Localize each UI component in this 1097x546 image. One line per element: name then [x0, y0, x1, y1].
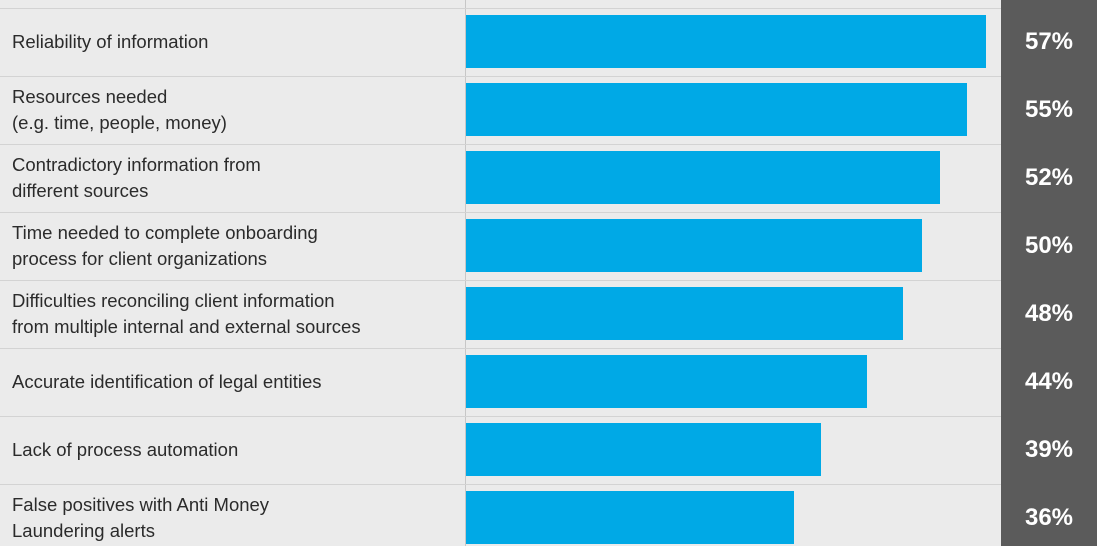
category-label: Lack of process automation: [12, 439, 239, 460]
row-divider: [0, 416, 1001, 417]
row-divider: [0, 280, 1001, 281]
row-divider: [0, 8, 1001, 9]
row-divider: [0, 212, 1001, 213]
bar: [466, 219, 922, 272]
category-label: Accurate identification of legal entitie…: [12, 371, 322, 392]
row-divider: [0, 76, 1001, 77]
value-label: 44%: [1024, 367, 1074, 395]
category-label: Reliability of information: [12, 31, 209, 52]
value-label: 50%: [1024, 231, 1074, 259]
category-label: False positives with Anti Money Launderi…: [12, 494, 270, 541]
value-label: 57%: [1024, 27, 1074, 55]
bar-row: Contradictory information from different…: [0, 144, 1097, 212]
row-divider: [0, 144, 1001, 145]
category-label: Contradictory information from different…: [12, 154, 261, 201]
bar: [466, 491, 794, 544]
bar-row: False positives with Anti Money Launderi…: [0, 484, 1097, 546]
category-label: Resources needed (e.g. time, people, mon…: [12, 86, 227, 133]
value-label: 39%: [1024, 435, 1074, 463]
bar-row: Accurate identification of legal entitie…: [0, 348, 1097, 416]
bar-row: Resources needed (e.g. time, people, mon…: [0, 76, 1097, 144]
bar: [466, 151, 940, 204]
bar-row: Reliability of information: [0, 8, 1097, 76]
bar: [466, 287, 903, 340]
bar-row: Difficulties reconciling client informat…: [0, 280, 1097, 348]
row-divider: [0, 484, 1001, 485]
bar: [466, 83, 967, 136]
bar: [466, 15, 986, 68]
bar-row: Time needed to complete onboarding proce…: [0, 212, 1097, 280]
value-label: 52%: [1024, 163, 1074, 191]
bar: [466, 355, 867, 408]
category-label: Time needed to complete onboarding proce…: [12, 222, 318, 269]
bar-row: Lack of process automation: [0, 416, 1097, 484]
plot-baseline: [465, 0, 466, 546]
category-label: Difficulties reconciling client informat…: [12, 290, 361, 337]
value-label: 48%: [1024, 299, 1074, 327]
value-label: 55%: [1024, 95, 1074, 123]
value-panel: [1001, 0, 1097, 546]
row-divider: [0, 348, 1001, 349]
value-label: 36%: [1024, 503, 1074, 531]
bar: [466, 423, 821, 476]
